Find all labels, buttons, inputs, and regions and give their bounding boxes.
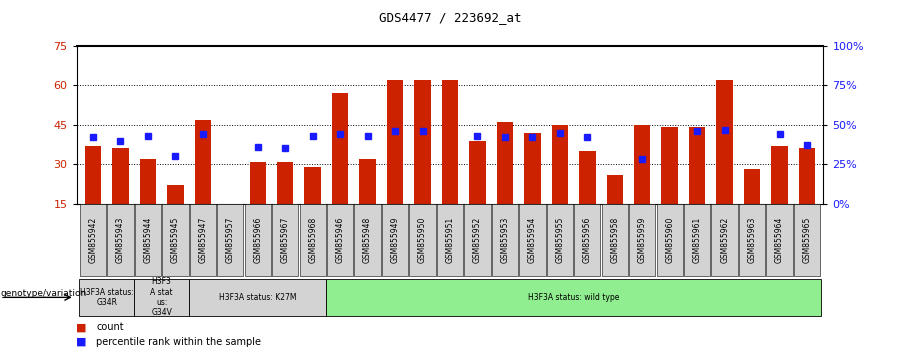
Text: GSM855950: GSM855950 (418, 217, 427, 263)
Text: GSM855955: GSM855955 (555, 217, 564, 263)
Text: GSM855956: GSM855956 (583, 217, 592, 263)
Bar (744, 170, 760, 204)
FancyBboxPatch shape (134, 279, 189, 316)
FancyBboxPatch shape (80, 204, 106, 276)
Text: GSM855963: GSM855963 (748, 217, 757, 263)
Bar (497, 122, 513, 204)
Bar (469, 141, 486, 204)
Bar (332, 93, 348, 204)
Bar (552, 125, 568, 204)
Text: GSM855954: GSM855954 (528, 217, 537, 263)
FancyBboxPatch shape (629, 204, 655, 276)
Text: GSM855943: GSM855943 (116, 217, 125, 263)
Bar (524, 133, 541, 204)
Bar (277, 161, 293, 204)
FancyBboxPatch shape (739, 204, 765, 276)
FancyBboxPatch shape (767, 204, 793, 276)
FancyBboxPatch shape (601, 204, 628, 276)
Text: GSM855945: GSM855945 (171, 217, 180, 263)
FancyBboxPatch shape (162, 204, 188, 276)
FancyBboxPatch shape (684, 204, 710, 276)
FancyBboxPatch shape (656, 204, 683, 276)
Text: H3F3A status:
G34R: H3F3A status: G34R (80, 288, 133, 307)
Bar (167, 185, 184, 204)
Bar (194, 120, 212, 204)
Text: GSM855952: GSM855952 (473, 217, 482, 263)
Text: GSM855965: GSM855965 (803, 217, 812, 263)
Text: ■: ■ (76, 337, 91, 347)
Text: GSM855953: GSM855953 (500, 217, 509, 263)
Text: GSM855966: GSM855966 (253, 217, 262, 263)
FancyBboxPatch shape (272, 204, 299, 276)
Text: ■: ■ (76, 322, 91, 332)
Bar (662, 127, 678, 204)
Text: H3F3A status: wild type: H3F3A status: wild type (528, 293, 619, 302)
Text: GSM855964: GSM855964 (775, 217, 784, 263)
Text: GSM855944: GSM855944 (143, 217, 152, 263)
Text: GSM855961: GSM855961 (693, 217, 702, 263)
FancyBboxPatch shape (436, 204, 464, 276)
Text: GSM855949: GSM855949 (391, 217, 400, 263)
FancyBboxPatch shape (382, 204, 409, 276)
FancyBboxPatch shape (217, 204, 244, 276)
Text: GSM855960: GSM855960 (665, 217, 674, 263)
Bar (387, 80, 403, 204)
Bar (140, 159, 156, 204)
FancyBboxPatch shape (410, 204, 436, 276)
Text: GDS4477 / 223692_at: GDS4477 / 223692_at (379, 11, 521, 24)
Text: GSM855948: GSM855948 (363, 217, 372, 263)
FancyBboxPatch shape (189, 279, 327, 316)
Bar (112, 148, 129, 204)
FancyBboxPatch shape (574, 204, 600, 276)
Text: genotype/variation: genotype/variation (1, 289, 87, 298)
Text: GSM855962: GSM855962 (720, 217, 729, 263)
FancyBboxPatch shape (245, 204, 271, 276)
Text: GSM855947: GSM855947 (198, 217, 207, 263)
Text: GSM855946: GSM855946 (336, 217, 345, 263)
Bar (607, 175, 623, 204)
Text: GSM855958: GSM855958 (610, 217, 619, 263)
FancyBboxPatch shape (355, 204, 381, 276)
Text: count: count (96, 322, 124, 332)
Text: GSM855967: GSM855967 (281, 217, 290, 263)
Text: GSM855957: GSM855957 (226, 217, 235, 263)
Bar (799, 148, 815, 204)
Bar (634, 125, 651, 204)
Bar (359, 159, 376, 204)
FancyBboxPatch shape (491, 204, 518, 276)
Text: GSM855951: GSM855951 (446, 217, 454, 263)
FancyBboxPatch shape (135, 204, 161, 276)
FancyBboxPatch shape (190, 204, 216, 276)
Text: GSM855968: GSM855968 (308, 217, 317, 263)
FancyBboxPatch shape (107, 204, 133, 276)
Text: GSM855959: GSM855959 (638, 217, 647, 263)
Bar (249, 161, 266, 204)
Bar (716, 80, 733, 204)
Text: GSM855942: GSM855942 (88, 217, 97, 263)
FancyBboxPatch shape (546, 204, 573, 276)
FancyBboxPatch shape (327, 279, 821, 316)
Text: percentile rank within the sample: percentile rank within the sample (96, 337, 261, 347)
Bar (85, 146, 101, 204)
Bar (771, 146, 788, 204)
FancyBboxPatch shape (711, 204, 738, 276)
Text: H3F3
A stat
us:
G34V: H3F3 A stat us: G34V (150, 277, 173, 318)
FancyBboxPatch shape (79, 279, 134, 316)
FancyBboxPatch shape (519, 204, 545, 276)
Text: H3F3A status: K27M: H3F3A status: K27M (219, 293, 296, 302)
Bar (579, 151, 596, 204)
FancyBboxPatch shape (794, 204, 820, 276)
FancyBboxPatch shape (300, 204, 326, 276)
Bar (304, 167, 321, 204)
Bar (442, 80, 458, 204)
FancyBboxPatch shape (327, 204, 354, 276)
Bar (688, 127, 706, 204)
FancyBboxPatch shape (464, 204, 491, 276)
Bar (414, 80, 431, 204)
